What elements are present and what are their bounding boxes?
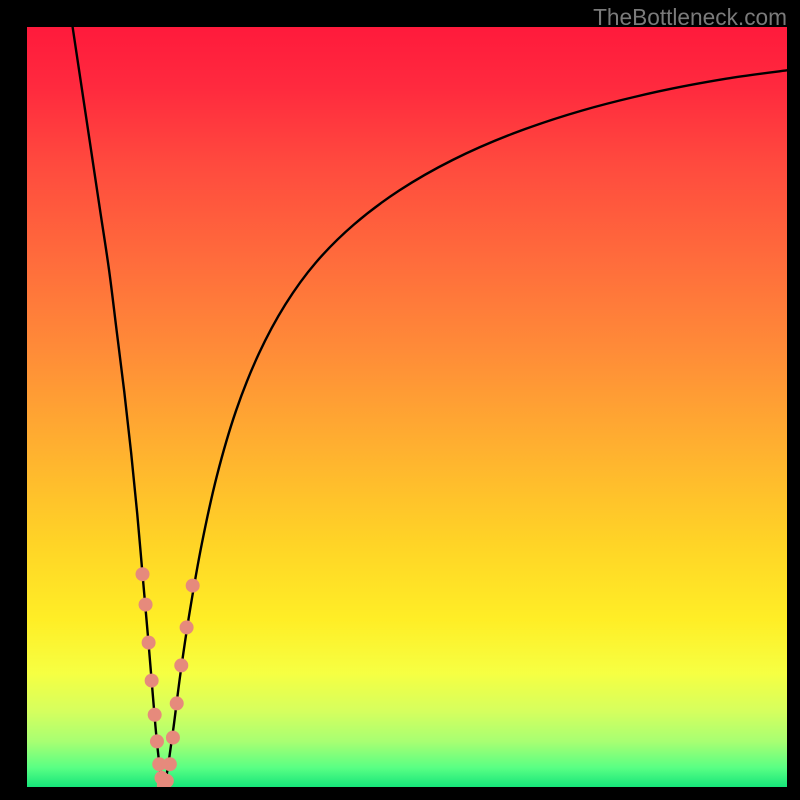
valley-marker-dot [139,598,153,612]
valley-marker-dot [180,620,194,634]
valley-marker-dot [174,658,188,672]
watermark-text: TheBottleneck.com [593,4,787,31]
valley-marker-dot [163,757,177,771]
valley-marker-dot [145,674,159,688]
valley-marker-dot [170,696,184,710]
curve-right-branch [165,70,787,787]
valley-marker-dot [136,567,150,581]
valley-marker-dot [142,636,156,650]
valley-marker-dot [148,708,162,722]
valley-markers [136,567,200,787]
curve-left-branch [73,27,165,787]
valley-marker-dot [166,731,180,745]
chart-svg-overlay [27,27,787,787]
valley-marker-dot [186,579,200,593]
plot-area [27,27,787,787]
valley-marker-dot [150,734,164,748]
bottleneck-chart: TheBottleneck.com [0,0,800,800]
